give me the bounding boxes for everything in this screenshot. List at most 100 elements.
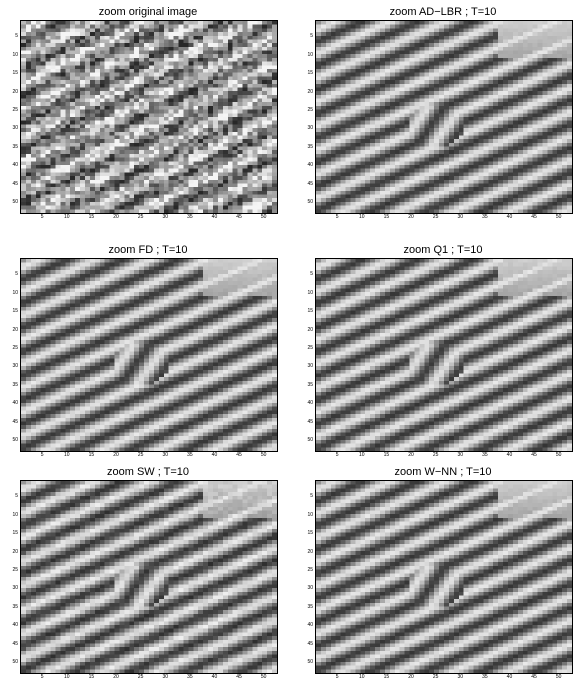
x-tick-label: 20 xyxy=(408,674,414,680)
y-tick-label: 25 xyxy=(307,106,313,113)
x-tick-label: 20 xyxy=(113,214,119,220)
zoom-image xyxy=(20,480,278,674)
x-tick-label: 35 xyxy=(187,214,193,220)
image-panel: zoom SW ; T=10 5 10 15 20 25 30 35 40 45 50 5 10 15 20… xyxy=(12,466,278,684)
x-tick-label: 35 xyxy=(482,214,488,220)
y-tick-label: 15 xyxy=(12,530,18,537)
x-tick-label: 50 xyxy=(260,674,267,680)
y-tick-label: 40 xyxy=(12,400,18,407)
y-tick-label: 20 xyxy=(307,88,313,95)
x-tick-label: 40 xyxy=(211,214,218,220)
x-tick-label: 40 xyxy=(506,674,513,680)
y-tick-label: 40 xyxy=(307,622,313,629)
zoom-image xyxy=(315,480,573,674)
x-tick-label: 15 xyxy=(88,214,95,220)
y-tick-label: 20 xyxy=(307,326,313,333)
x-tick-label: 35 xyxy=(187,452,193,458)
x-tick-label: 25 xyxy=(432,452,439,458)
x-tick-label: 50 xyxy=(555,452,562,458)
x-tick-label: 15 xyxy=(88,674,95,680)
zoom-image xyxy=(315,20,573,214)
y-tick-label: 10 xyxy=(307,51,313,58)
y-tick-label: 10 xyxy=(12,511,18,518)
panel-title: zoom original image xyxy=(98,6,198,18)
x-tick-label: 25 xyxy=(432,674,439,680)
y-tick-label: 20 xyxy=(12,88,18,95)
x-tick-label: 35 xyxy=(482,674,488,680)
x-tick-label: 30 xyxy=(457,674,463,680)
x-tick-label: 25 xyxy=(432,214,439,220)
y-tick-label: 35 xyxy=(307,603,313,610)
y-tick-label: 45 xyxy=(307,180,313,187)
y-tick-label: 10 xyxy=(307,289,313,296)
y-tick-label: 50 xyxy=(12,199,18,206)
y-tick-label: 45 xyxy=(307,640,313,647)
image-panel: zoom FD ; T=10 5 10 15 20 25 30 35 40 45 50 5 10 15 20… xyxy=(12,244,278,462)
y-tick-label: 35 xyxy=(12,603,18,610)
image-panel: zoom W−NN ; T=10 5 10 15 20 25 30 35 40 45 50 5 10 15… xyxy=(307,466,573,684)
y-tick-label: 45 xyxy=(12,180,18,187)
y-tick-label: 30 xyxy=(307,125,313,132)
panel-title: zoom W−NN ; T=10 xyxy=(394,466,492,478)
x-tick-label: 30 xyxy=(457,214,463,220)
image-panel: zoom AD−LBR ; T=10 5 10 15 20 25 30 35 40 45 50 5 10… xyxy=(307,6,573,224)
y-tick-label: 5 xyxy=(15,33,18,40)
y-tick-label: 50 xyxy=(307,437,313,444)
y-tick-label: 40 xyxy=(12,162,18,169)
x-tick-label: 5 xyxy=(40,214,44,220)
y-tick-label: 10 xyxy=(12,289,18,296)
x-tick-label: 30 xyxy=(162,674,168,680)
y-tick-label: 5 xyxy=(310,493,313,500)
x-tick-label: 45 xyxy=(531,214,537,220)
x-tick-label: 10 xyxy=(358,674,365,680)
y-tick-label: 30 xyxy=(12,585,18,592)
y-tick-label: 50 xyxy=(12,437,18,444)
x-tick-label: 20 xyxy=(113,674,119,680)
x-tick-label: 30 xyxy=(162,214,168,220)
x-tick-label: 15 xyxy=(383,452,390,458)
x-tick-label: 20 xyxy=(113,452,119,458)
y-tick-label: 30 xyxy=(12,125,18,132)
x-tick-label: 20 xyxy=(408,214,414,220)
x-tick-label: 10 xyxy=(63,452,70,458)
panel-title: zoom SW ; T=10 xyxy=(106,466,190,478)
y-tick-label: 20 xyxy=(307,548,313,555)
x-tick-label: 35 xyxy=(482,452,488,458)
y-tick-label: 50 xyxy=(307,199,313,206)
x-tick-label: 10 xyxy=(63,674,70,680)
y-tick-label: 25 xyxy=(307,566,313,573)
y-tick-label: 35 xyxy=(307,381,313,388)
x-tick-label: 5 xyxy=(335,674,339,680)
y-tick-label: 25 xyxy=(307,344,313,351)
x-tick-label: 45 xyxy=(236,674,242,680)
x-tick-label: 5 xyxy=(335,214,339,220)
x-tick-label: 45 xyxy=(236,452,242,458)
x-tick-label: 5 xyxy=(40,452,44,458)
x-tick-label: 25 xyxy=(137,452,144,458)
zoom-image xyxy=(315,258,573,452)
x-tick-label: 25 xyxy=(137,214,144,220)
x-tick-label: 50 xyxy=(555,214,562,220)
x-tick-label: 10 xyxy=(63,214,70,220)
x-tick-label: 40 xyxy=(211,452,218,458)
y-tick-label: 45 xyxy=(307,418,313,425)
x-tick-label: 50 xyxy=(260,452,267,458)
x-tick-label: 10 xyxy=(358,452,365,458)
y-tick-label: 15 xyxy=(12,70,18,77)
y-tick-label: 25 xyxy=(12,566,18,573)
y-tick-label: 35 xyxy=(12,381,18,388)
panel-title: zoom FD ; T=10 xyxy=(108,244,188,256)
x-tick-label: 20 xyxy=(408,452,414,458)
y-tick-label: 10 xyxy=(307,511,313,518)
y-tick-label: 25 xyxy=(12,106,18,113)
y-tick-label: 35 xyxy=(307,143,313,150)
panel-title: zoom Q1 ; T=10 xyxy=(403,244,483,256)
y-tick-label: 30 xyxy=(307,363,313,370)
image-panel: zoom Q1 ; T=10 5 10 15 20 25 30 35 40 45 50 5 10 15 20… xyxy=(307,244,573,462)
x-tick-label: 5 xyxy=(335,452,339,458)
x-tick-label: 40 xyxy=(211,674,218,680)
y-tick-label: 25 xyxy=(12,344,18,351)
x-tick-label: 45 xyxy=(236,214,242,220)
x-tick-label: 35 xyxy=(187,674,193,680)
x-tick-label: 15 xyxy=(383,674,390,680)
